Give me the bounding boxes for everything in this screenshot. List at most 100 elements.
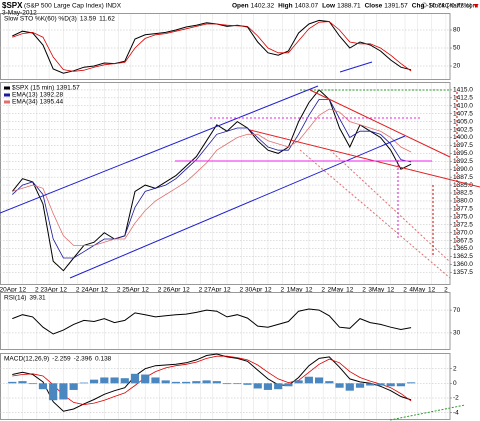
- trend-line: [249, 129, 480, 188]
- y-tick-label: 1367.5: [453, 237, 473, 244]
- x-tick-label: 1May: [287, 287, 304, 294]
- stat-label: Open: [232, 3, 249, 10]
- y-tick-label: 1410.0: [453, 103, 473, 110]
- x-tick-label: 2: [444, 287, 448, 294]
- panel-title: Slow STO %K(60) %D(3): [4, 16, 77, 23]
- y-tick-label: 1360.0: [453, 261, 473, 268]
- x-tick-label: 12: [428, 287, 436, 294]
- legend-swatch: [4, 93, 10, 97]
- histogram-bar: [161, 380, 170, 384]
- y-tick-label: 0: [453, 380, 457, 387]
- legend-swatch: [4, 100, 10, 104]
- trend-line: [389, 404, 466, 421]
- legend-value: -2.396: [74, 356, 93, 363]
- histogram-bar: [151, 377, 160, 384]
- legend-value: -2.259: [52, 356, 71, 363]
- x-tick-label: 12: [223, 287, 231, 294]
- y-tick-label: 1377.5: [453, 206, 473, 213]
- x-tick-label: 12: [305, 287, 313, 294]
- series-line: [12, 108, 412, 246]
- series-line: [12, 355, 412, 406]
- histogram-bar: [100, 377, 109, 384]
- histogram-bar: [376, 383, 385, 386]
- trend-line: [309, 89, 451, 158]
- x-tick-label: 2: [158, 287, 162, 294]
- histogram-bar: [233, 383, 242, 385]
- histogram-bar: [304, 376, 313, 384]
- x-tick-label: 12: [60, 287, 68, 294]
- x-tick-label: 12: [387, 287, 395, 294]
- histogram-bar: [222, 383, 232, 385]
- y-tick-label: 1382.5: [453, 190, 473, 197]
- histogram-bar: [69, 383, 78, 390]
- series-line: [12, 353, 412, 412]
- y-tick-label: 1405.0: [453, 118, 473, 125]
- y-tick-label: 1375.0: [453, 214, 473, 221]
- annotations: [0, 61, 480, 421]
- legend-label: EMA(13): [12, 92, 38, 99]
- legend-value: 13.59: [80, 16, 97, 23]
- y-tick-label: 1365.0: [453, 245, 473, 252]
- panel: [0, 353, 451, 420]
- histogram-bar: [141, 374, 150, 384]
- histogram-bar: [49, 383, 58, 401]
- y-tick-label: 1395.0: [453, 150, 473, 157]
- histogram-bar: [79, 382, 88, 384]
- histogram-bar: [294, 380, 303, 384]
- histogram-bar: [110, 377, 119, 384]
- y-tick-label: 1385.0: [453, 182, 473, 189]
- stats: Open 1402.32 High 1403.07 Low 1388.71 Close 139…: [232, 3, 479, 10]
- histogram-bar: [120, 378, 129, 384]
- legend-value: 1392.28: [40, 92, 64, 99]
- y-tick-label: 1392.5: [453, 158, 473, 165]
- y-tick-label: 1415.0: [453, 87, 473, 94]
- stat-label: Low: [322, 3, 336, 10]
- histogram-bar: [386, 383, 395, 387]
- y-tick-label: 1357.5: [453, 269, 473, 276]
- x-tick-label: 25Apr: [122, 287, 140, 294]
- histogram-bar: [315, 377, 324, 384]
- trend-line: [299, 149, 451, 279]
- y-tick-label: 80: [453, 27, 461, 34]
- symbol-name: (S&P 500 Large Cap Index) INDX: [24, 3, 122, 10]
- y-tick-label: 1362.5: [453, 253, 473, 260]
- x-tick-label: 27Apr: [204, 287, 222, 294]
- legend-value: 1395.44: [40, 99, 64, 106]
- legend-value: 39.31: [29, 295, 46, 302]
- histogram-bar: [243, 383, 252, 385]
- x-tick-label: 30Apr: [245, 287, 263, 294]
- down-arrow: [473, 4, 479, 8]
- x-tick-label: 12: [264, 287, 272, 294]
- histogram-bar: [202, 380, 211, 384]
- y-tick-label: 1400.0: [453, 134, 473, 141]
- y-tick-label: 20: [453, 63, 461, 70]
- x-tick-label: 12: [142, 287, 150, 294]
- stat-label: High: [278, 3, 292, 10]
- y-tick-label: -4: [453, 409, 459, 416]
- histogram-bar: [8, 381, 17, 384]
- x-tick-label: 2May: [328, 287, 345, 294]
- x-tick-label: 2: [117, 287, 121, 294]
- stat-label: Chg: [412, 3, 425, 10]
- x-tick-label: 2: [240, 287, 244, 294]
- trend-line: [69, 135, 406, 279]
- y-tick-label: 50: [453, 45, 461, 52]
- panel: [0, 292, 451, 350]
- y-tick-label: 30: [453, 330, 461, 337]
- y-tick-label: 1380.0: [453, 198, 473, 205]
- stat-value: 1402.32: [251, 3, 275, 10]
- x-tick-label: 12: [101, 287, 109, 294]
- x-tick-label: 23Apr: [40, 287, 58, 294]
- series-line: [12, 21, 412, 72]
- histogram-bar: [28, 383, 37, 385]
- panel-title: RSI(14): [4, 295, 26, 302]
- y-tick-label: 1370.0: [453, 229, 473, 236]
- histogram-bar: [130, 373, 140, 384]
- x-tick-label: 2: [35, 287, 39, 294]
- histogram-bar: [171, 381, 180, 384]
- panel-title: MACD(12,26,9): [4, 356, 49, 363]
- y-tick-label: 1412.5: [453, 95, 473, 102]
- stat-value: 1403.07: [295, 3, 319, 10]
